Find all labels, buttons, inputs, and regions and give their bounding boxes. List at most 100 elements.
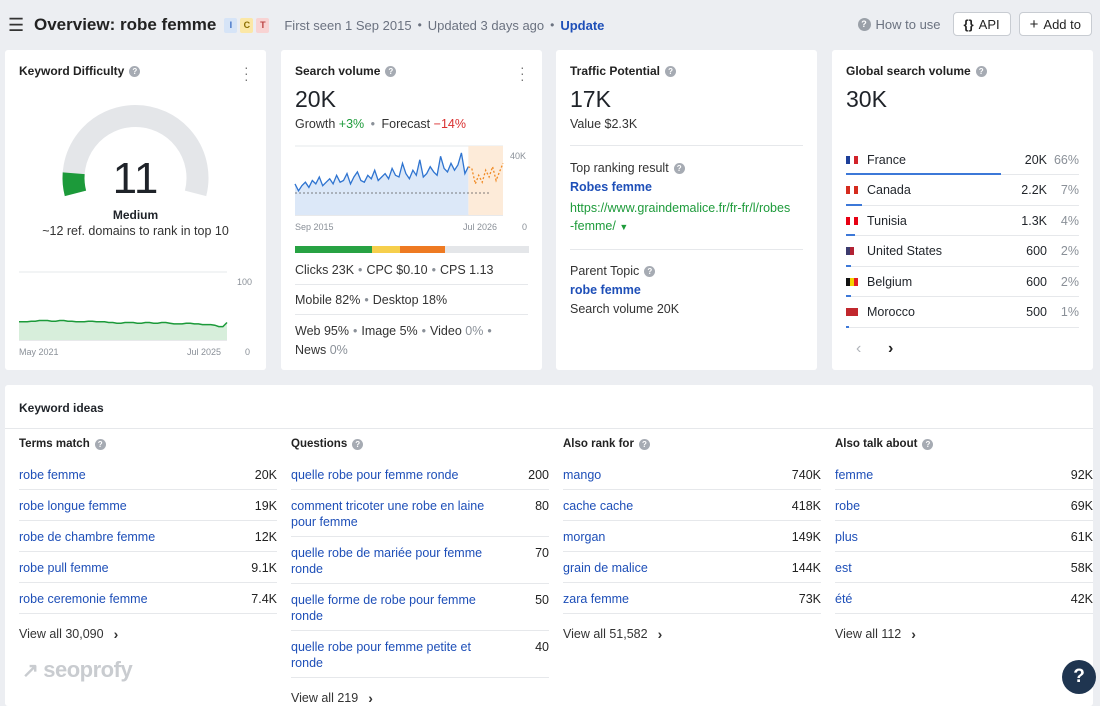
- kd-help-icon[interactable]: ?: [129, 65, 141, 77]
- keyword-link[interactable]: robe longue femme: [19, 499, 127, 513]
- web-stat: Web 95%: [295, 324, 349, 338]
- update-link[interactable]: Update: [560, 17, 605, 33]
- sv-forecast-line: [468, 163, 504, 187]
- keyword-difficulty-card: Keyword Difficulty? · · · 11 Medium ~12 re…: [5, 50, 266, 370]
- sv-bar-orange: [400, 246, 445, 253]
- column-help-icon[interactable]: ?: [922, 438, 934, 450]
- parent-topic-link[interactable]: robe femme: [570, 283, 641, 297]
- keyword-link[interactable]: robe: [835, 499, 861, 513]
- video-separator: •: [487, 324, 492, 338]
- tp-help-icon[interactable]: ?: [665, 65, 677, 77]
- keyword-link[interactable]: mango: [563, 468, 602, 482]
- keyword-row: robe pull femme 9.1K: [19, 552, 277, 583]
- gsv-help-icon[interactable]: ?: [975, 65, 987, 77]
- view-all-link[interactable]: View all 30,090 ›: [19, 614, 277, 642]
- parent-topic-volume: Search volume 20K: [570, 302, 680, 316]
- country-volume: 500: [1026, 305, 1047, 319]
- column-help-icon[interactable]: ?: [352, 438, 364, 450]
- cps-stat: CPS 1.13: [439, 263, 494, 277]
- image-stat: Image 5%: [361, 324, 418, 338]
- view-all-link[interactable]: View all 219 ›: [291, 678, 549, 706]
- keyword-link[interactable]: quelle forme de robe pour femme ronde: [291, 593, 476, 623]
- keyword-link[interactable]: morgan: [563, 530, 606, 544]
- keyword-row: quelle robe pour femme ronde 200: [291, 459, 549, 490]
- first-seen: First seen 1 Sep 2015: [284, 17, 412, 33]
- sv-help-icon[interactable]: ?: [385, 65, 397, 77]
- keyword-link[interactable]: est: [835, 561, 852, 575]
- keyword-link[interactable]: quelle robe pour femme ronde: [291, 468, 459, 482]
- country-row[interactable]: Tunisia 1.3K 4%: [846, 206, 1079, 236]
- top-ranking-title[interactable]: Robes femme: [570, 180, 652, 194]
- keyword-link[interactable]: robe femme: [19, 468, 86, 482]
- keyword-link[interactable]: robe pull femme: [19, 561, 109, 575]
- keyword-link[interactable]: quelle robe pour femme petite et ronde: [291, 640, 471, 670]
- global-volume-card: Global search volume? 30K France 20K 66% Ca…: [832, 50, 1093, 370]
- country-volume: 20K: [1024, 152, 1047, 167]
- keyword-row: robe longue femme 19K: [19, 490, 277, 521]
- parent-topic-help-icon[interactable]: ?: [644, 265, 656, 277]
- video-stat: Video 0%: [430, 324, 484, 338]
- menu-icon[interactable]: ☰: [8, 14, 25, 35]
- keyword-volume: 9.1K: [251, 561, 277, 575]
- column-help-icon[interactable]: ?: [94, 438, 106, 450]
- caret-down-icon: ▼: [619, 222, 629, 232]
- chevron-right-icon: ›: [911, 626, 916, 642]
- next-page-icon[interactable]: ›: [888, 340, 894, 357]
- country-share-bar: [846, 325, 849, 328]
- prev-page-icon[interactable]: ‹: [856, 340, 862, 357]
- how-to-use-link[interactable]: ? How to use: [857, 17, 941, 32]
- top-ranking-url-tail: -femme/: [570, 219, 616, 233]
- country-share: 66%: [1053, 152, 1079, 167]
- update-separator: •: [550, 18, 555, 32]
- device-separator: •: [364, 293, 369, 307]
- kd-more-icon[interactable]: · · ·: [244, 59, 249, 87]
- sv-more-icon[interactable]: · · ·: [520, 59, 525, 87]
- keyword-link[interactable]: été: [835, 592, 853, 606]
- watermark: ↗ seoprofy: [22, 657, 133, 683]
- keyword-link[interactable]: grain de malice: [563, 561, 648, 575]
- keyword-link[interactable]: comment tricoter une robe en laine pour …: [291, 499, 485, 529]
- flag-icon: [846, 308, 858, 316]
- top-ranking-url-cont[interactable]: -femme/ ▼: [570, 219, 628, 233]
- sv-clicks-line: Clicks 23K • CPC $0.10 • CPS 1.13: [295, 263, 494, 277]
- intent-badge-2: T: [256, 18, 270, 33]
- help-chat-button[interactable]: ?: [1062, 660, 1096, 694]
- column-header: Terms match?: [19, 429, 277, 459]
- keyword-row: été 42K: [835, 583, 1093, 614]
- keyword-ideas-title: Keyword ideas: [19, 401, 104, 415]
- keyword-volume: 20K: [254, 468, 277, 482]
- column-help-icon[interactable]: ?: [638, 438, 650, 450]
- cpc-stat: CPC $0.10: [366, 263, 428, 277]
- country-row[interactable]: Belgium 600 2%: [846, 267, 1079, 297]
- keyword-link[interactable]: quelle robe de mariée pour femme ronde: [291, 546, 483, 576]
- keyword-link[interactable]: plus: [835, 530, 858, 544]
- keyword-link[interactable]: zara femme: [563, 592, 629, 606]
- tp-value-usd: Value $2.3K: [570, 117, 638, 131]
- country-share: 1%: [1060, 305, 1079, 319]
- ideas-column: Also talk about? femme 92K robe 69K plus 61K es…: [835, 429, 1093, 642]
- view-all-link[interactable]: View all 112 ›: [835, 614, 1093, 642]
- top-ranking-help-icon[interactable]: ?: [673, 162, 685, 174]
- keyword-volume: 740K: [791, 468, 821, 482]
- country-row[interactable]: Canada 2.2K 7%: [846, 176, 1079, 206]
- gsv-title-label: Global search volume: [846, 64, 971, 78]
- keyword-row: robe femme 20K: [19, 459, 277, 490]
- country-row[interactable]: United States 600 2%: [846, 237, 1079, 267]
- add-to-label: Add to: [1043, 16, 1081, 32]
- country-name: Morocco: [867, 305, 915, 319]
- keyword-link[interactable]: femme: [835, 468, 874, 482]
- country-volume: 600: [1026, 274, 1047, 289]
- keyword-volume: 200: [528, 468, 549, 482]
- country-row[interactable]: Morocco 500 1%: [846, 298, 1079, 328]
- keyword-link[interactable]: robe de chambre femme: [19, 530, 156, 544]
- add-to-button[interactable]: + Add to: [1018, 12, 1092, 36]
- top-ranking-url[interactable]: https://www.graindemalice.fr/fr-fr/l/rob…: [570, 201, 791, 215]
- sv-bar-green: [295, 246, 372, 253]
- view-all-link[interactable]: View all 51,582 ›: [563, 614, 821, 642]
- sv-bar-rest: [445, 246, 529, 253]
- keyword-link[interactable]: cache cache: [563, 499, 634, 513]
- keyword-row: plus 61K: [835, 521, 1093, 552]
- country-row[interactable]: France 20K 66%: [846, 145, 1079, 175]
- keyword-link[interactable]: robe ceremonie femme: [19, 592, 148, 606]
- api-button[interactable]: {} API: [952, 12, 1011, 36]
